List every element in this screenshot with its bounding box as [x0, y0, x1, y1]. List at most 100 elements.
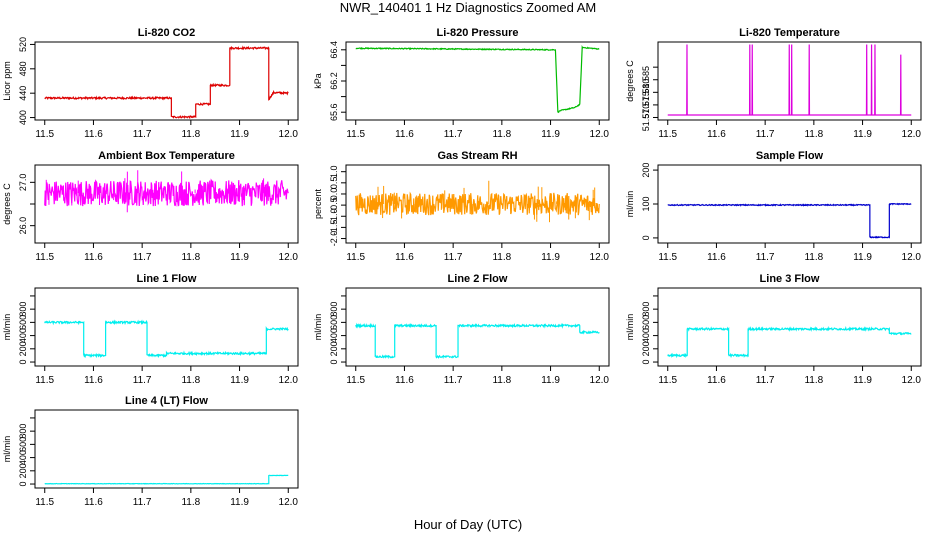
x-tick-label: 12.0 [590, 129, 610, 140]
chart-panel: Line 1 Flow 11.5 11.6 11.7 11.8 11.9 12.0 0 2004… [2, 273, 299, 386]
y-tick-label: 400 [18, 110, 28, 125]
chart-panel: Gas Stream RH 11.5 11.6 11.7 11.8 11.9 12.0 -2.… [313, 150, 610, 263]
x-tick-label: 11.6 [707, 375, 726, 386]
plot-frame [34, 287, 299, 367]
y-tick-label: 800 [18, 424, 28, 439]
x-tick-label: 11.8 [492, 252, 511, 263]
data-series-line [44, 474, 289, 485]
x-tick-label: 11.7 [756, 375, 775, 386]
x-tick-label: 11.7 [756, 252, 775, 263]
y-tick-label: 51.580 [641, 79, 651, 107]
data-series-line [667, 202, 912, 239]
chart-panel: Line 3 Flow 11.5 11.6 11.7 11.8 11.9 12.0 0 2004… [625, 273, 922, 386]
chart-title: Gas Stream RH [437, 150, 517, 162]
x-tick-label: 12.0 [902, 252, 922, 263]
y-tick-label: 480 [18, 61, 28, 76]
y-tick-label: 0 [641, 360, 651, 365]
x-tick-label: 11.9 [230, 129, 249, 140]
x-tick-label: 11.5 [346, 129, 365, 140]
y-axis-label: ml/min [313, 314, 323, 341]
y-tick-label: -0.5 [329, 197, 339, 213]
plot-frame [34, 164, 299, 244]
y-axis-label: ml/min [625, 191, 635, 218]
y-tick-label: 440 [18, 86, 28, 101]
y-tick-label: -1.5 [329, 220, 339, 236]
x-tick-label: 11.9 [541, 252, 560, 263]
data-series-line [667, 325, 912, 359]
x-tick-label: 11.5 [35, 497, 54, 508]
x-tick-label: 11.9 [230, 497, 249, 508]
x-tick-label: 11.6 [395, 129, 414, 140]
y-tick-label: -2.0 [329, 231, 339, 247]
chart-title: Li-820 Temperature [739, 27, 840, 39]
x-tick-label: 12.0 [902, 129, 922, 140]
y-tick-label: 200 [329, 341, 339, 356]
x-tick-label: 12.0 [590, 252, 610, 263]
x-tick-label: 11.8 [181, 129, 200, 140]
x-tick-label: 11.9 [541, 375, 560, 386]
y-axis-label: percent [313, 188, 323, 219]
y-tick-label: 66.2 [329, 72, 339, 90]
x-tick-label: 11.8 [492, 129, 511, 140]
y-tick-label: 51.585 [641, 66, 651, 94]
data-series-line [44, 319, 289, 359]
chart-title: Line 2 Flow [448, 273, 508, 285]
chart-title: Li-820 Pressure [437, 27, 519, 39]
x-tick-label: 11.8 [804, 375, 823, 386]
x-tick-label: 11.5 [346, 375, 365, 386]
y-tick-label: 0.0 [329, 188, 339, 201]
plot-frame [657, 287, 922, 367]
y-axis-label: ml/min [2, 436, 12, 463]
y-tick-label: 0.5 [329, 177, 339, 190]
x-tick-label: 11.8 [804, 252, 823, 263]
data-series-line [355, 191, 600, 216]
y-tick-label: 400 [18, 328, 28, 343]
x-tick-label: 11.7 [444, 129, 463, 140]
x-tick-label: 11.8 [181, 375, 200, 386]
plot-frame [657, 41, 922, 121]
chart-panel: Line 2 Flow 11.5 11.6 11.7 11.8 11.9 12.0 0 2004… [313, 273, 610, 386]
y-tick-label: 800 [641, 302, 651, 317]
x-tick-label: 11.5 [658, 375, 677, 386]
x-tick-label: 11.8 [181, 252, 200, 263]
x-tick-label: 11.9 [230, 375, 249, 386]
x-tick-label: 12.0 [590, 375, 610, 386]
y-tick-label: 600 [18, 315, 28, 330]
chart-title: Li-820 CO2 [138, 27, 195, 39]
y-tick-label: 600 [641, 315, 651, 330]
chart-title: Sample Flow [756, 150, 824, 162]
y-tick-label: -1.0 [329, 208, 339, 224]
y-tick-label: 1.0 [329, 165, 339, 178]
chart-title: Line 3 Flow [760, 273, 820, 285]
chart-title: Line 1 Flow [137, 273, 197, 285]
x-tick-label: 11.6 [84, 129, 103, 140]
x-tick-label: 11.6 [395, 375, 414, 386]
y-axis-label: kPa [313, 73, 323, 89]
y-tick-label: 800 [329, 302, 339, 317]
x-tick-label: 11.6 [707, 129, 726, 140]
x-tick-label: 11.9 [541, 129, 560, 140]
x-tick-label: 11.9 [230, 252, 249, 263]
x-tick-label: 11.7 [133, 497, 152, 508]
x-tick-label: 11.8 [492, 375, 511, 386]
chart-panel: Sample Flow 11.5 11.6 11.7 11.8 11.9 12.0 0 100 2… [625, 150, 922, 263]
x-tick-label: 11.6 [84, 375, 103, 386]
y-tick-label: 800 [18, 302, 28, 317]
x-tick-label: 11.8 [804, 129, 823, 140]
y-tick-label: 51.575 [641, 91, 651, 119]
y-tick-label: 520 [18, 37, 28, 52]
y-axis-label: ml/min [625, 314, 635, 341]
x-tick-label: 11.6 [707, 252, 726, 263]
y-tick-label: 0 [18, 482, 28, 487]
y-tick-label: 65.6 [329, 103, 339, 121]
x-tick-label: 12.0 [279, 375, 299, 386]
y-tick-label: 600 [329, 315, 339, 330]
x-tick-label: 11.9 [853, 129, 872, 140]
chart-panel: Ambient Box Temperature 11.5 11.6 11.7 11.8 1… [2, 150, 299, 263]
plot-frame [34, 409, 299, 489]
chart-panel: Li-820 Pressure 11.5 11.6 11.7 11.8 11.9 12.0 6… [313, 27, 610, 140]
x-tick-label: 11.5 [35, 252, 54, 263]
y-tick-label: 66.4 [329, 41, 339, 59]
y-tick-label: 100 [641, 196, 651, 211]
